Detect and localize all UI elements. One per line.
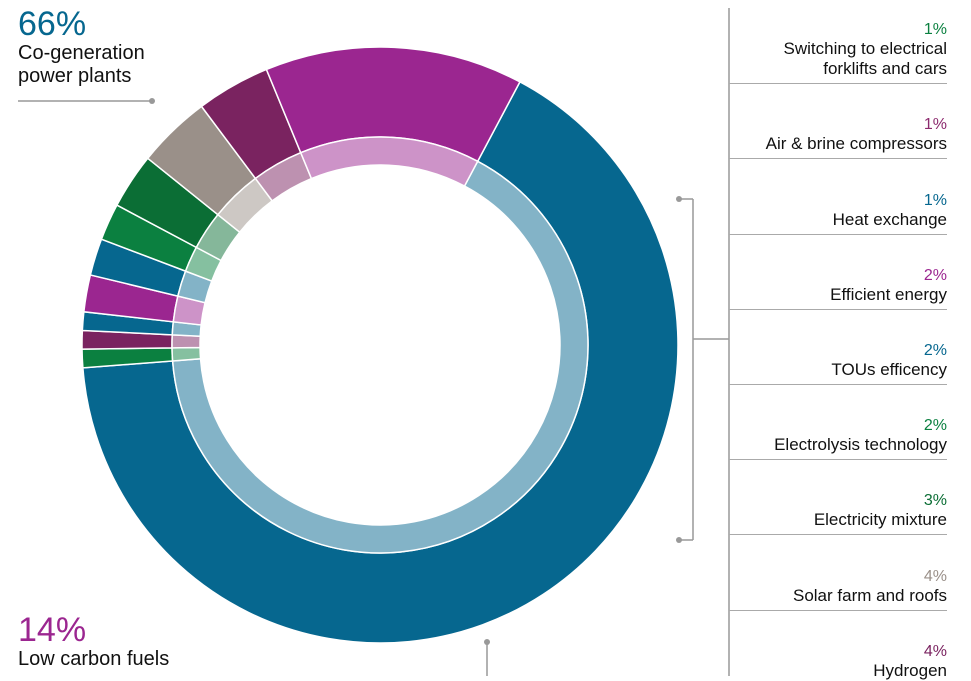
inner-ring xyxy=(171,136,589,554)
callout-low-carbon-fuels: 14% Low carbon fuels xyxy=(18,612,278,671)
legend: 1% Switching to electrical forklifts and c… xyxy=(729,0,971,680)
legend-row-divider xyxy=(729,609,947,611)
slice-inner-co-generation-power-plants xyxy=(171,160,589,554)
callout-low-carbon-fuels-value: 14% xyxy=(18,611,87,649)
legend-item: 4% Solar farm and roofs xyxy=(717,568,947,606)
legend-item-label: Heat exchange xyxy=(832,209,947,229)
bracket-top-dot xyxy=(676,196,682,202)
legend-item: 2% TOUs efficency xyxy=(717,342,947,380)
legend-row-divider xyxy=(729,83,947,85)
slice-inner-low-carbon-fuels xyxy=(299,136,479,188)
outer-ring xyxy=(81,46,679,644)
legend-item: 1% Switching to electrical forklifts and c… xyxy=(717,21,947,79)
legend-item-label: Efficient energy xyxy=(830,284,947,304)
legend-item: 2% Electrolysis technology xyxy=(717,417,947,455)
legend-item: 2% Efficient energy xyxy=(717,267,947,305)
legend-item-label-line2: forklifts and cars xyxy=(823,59,947,79)
legend-item-value: 2% xyxy=(923,266,947,284)
legend-item-value: 2% xyxy=(923,417,947,435)
legend-row-divider xyxy=(729,233,947,235)
legend-item: 4% Hydrogen xyxy=(717,643,947,681)
callout-low-carbon-fuels-label: Low carbon fuels xyxy=(18,648,170,670)
legend-item-value: 4% xyxy=(923,642,947,660)
legend-row-divider xyxy=(729,158,947,160)
legend-item-label: Solar farm and roofs xyxy=(792,585,947,605)
legend-item: 1% Heat exchange xyxy=(717,192,947,230)
callout-cogeneration: 66% Co-generation power plants xyxy=(18,6,278,88)
legend-item: 1% Air & brine compressors xyxy=(717,116,947,154)
legend-row-divider xyxy=(729,459,947,461)
legend-item-label: Hydrogen xyxy=(873,660,947,680)
bracket-bottom-dot xyxy=(676,537,682,543)
legend-row-divider xyxy=(729,384,947,385)
connector-cogeneration-dot xyxy=(149,98,155,104)
legend-item-value: 2% xyxy=(923,342,947,359)
legend-item-value: 4% xyxy=(923,567,947,585)
slice-inner-switching-to-electrical-forklifts-and-cars xyxy=(171,346,202,362)
legend-item-label: Switching to electrical xyxy=(783,39,947,59)
callout-cogeneration-value: 66% xyxy=(18,5,87,43)
legend-item-label: Electrolysis technology xyxy=(774,435,947,455)
connector-low-carbon-fuels-dot xyxy=(484,639,490,645)
callout-connectors xyxy=(18,8,730,676)
callout-cogeneration-label-line2: power plants xyxy=(18,65,132,87)
legend-row-divider xyxy=(729,308,947,310)
legend-row-divider xyxy=(729,534,947,536)
legend-item-value: 1% xyxy=(923,116,947,134)
legend-item-value: 1% xyxy=(923,21,947,39)
slice-inner-air-brine-compressors xyxy=(171,334,202,349)
legend-item-value: 1% xyxy=(923,191,947,209)
legend-item-value: 3% xyxy=(923,492,947,510)
legend-item: 3% Electricity mixture xyxy=(717,492,947,530)
legend-item-label: Air & brine compressors xyxy=(765,134,947,154)
callout-cogeneration-label-line1: Co-generation xyxy=(18,42,145,64)
legend-item-label: Electricity mixture xyxy=(813,510,947,530)
legend-item-label: TOUs efficency xyxy=(831,360,947,379)
